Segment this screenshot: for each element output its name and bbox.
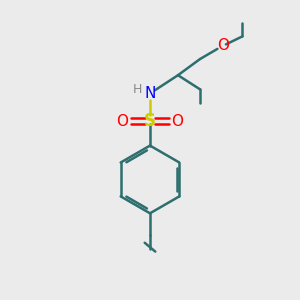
Text: O: O: [217, 38, 229, 53]
Text: H: H: [133, 83, 142, 96]
Text: N: N: [144, 86, 156, 101]
Text: O: O: [117, 114, 129, 129]
Text: O: O: [171, 114, 183, 129]
Text: S: S: [144, 112, 156, 130]
